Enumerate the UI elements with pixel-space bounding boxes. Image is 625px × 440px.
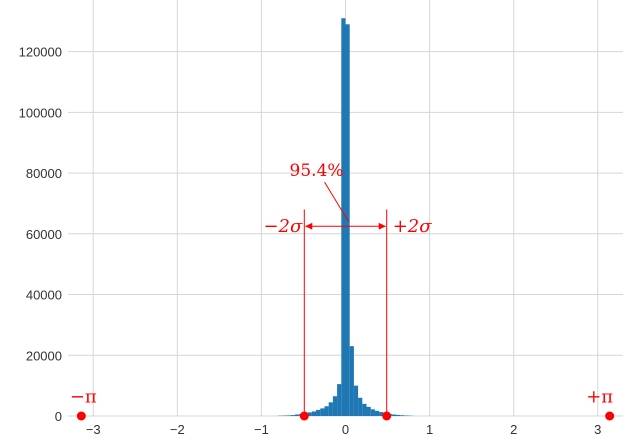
y-tick-label: 20000 [26,348,62,363]
plus-pi-point [605,411,615,421]
histogram-bar [290,415,296,416]
y-tick-label: 40000 [26,288,62,303]
histogram-bar [316,409,321,416]
minus-two-sigma-label: −2σ [263,216,303,237]
histogram-bar [307,412,312,416]
highlight-points [76,411,615,421]
histogram-bar [286,415,291,416]
annotations: 95.4% −2σ +2σ −π +π [70,161,615,421]
x-tick-label: 2 [510,422,517,437]
histogram-bar [349,346,354,416]
plus-two-sigma-label: +2σ [393,216,433,237]
x-tick-label: −1 [254,422,269,437]
histogram-bar [391,414,396,416]
plus-pi-label: +π [586,386,613,407]
histogram-bar [295,414,300,416]
histogram-bar [341,18,346,416]
histogram-bar [353,385,359,416]
histogram-bar [362,403,367,416]
histogram-bar [358,397,363,416]
histogram-bar [311,411,317,416]
x-axis-ticks: −3 −2 −1 0 1 2 3 [86,422,602,437]
histogram-bar [366,406,371,416]
minus-two-sigma-point [299,411,309,421]
y-tick-label: 80000 [26,166,62,181]
y-tick-label: 0 [55,409,62,424]
percent-label: 95.4% [290,161,344,181]
histogram-bar [400,415,405,416]
histogram-bar [320,408,325,416]
histogram-bar [395,414,401,416]
minus-pi-point [76,411,86,421]
histogram-bar [337,384,342,416]
y-axis-ticks: 0 20000 40000 60000 80000 100000 120000 [19,45,62,424]
histogram-bar [328,402,333,416]
x-tick-label: −3 [86,422,101,437]
histogram-bar [332,396,338,416]
y-tick-label: 120000 [19,45,62,60]
x-tick-label: 0 [342,422,349,437]
y-tick-label: 60000 [26,227,62,242]
histogram-bar [324,406,329,416]
percent-pointer-line [324,181,349,222]
x-tick-label: 1 [426,422,433,437]
histogram-bar [374,410,380,416]
histogram-bar [370,409,375,416]
x-tick-label: −2 [170,422,185,437]
y-tick-label: 100000 [19,105,62,120]
histogram-bar [379,412,384,416]
plus-two-sigma-point [382,411,392,421]
minus-pi-label: −π [70,386,97,407]
x-tick-label: 3 [594,422,601,437]
